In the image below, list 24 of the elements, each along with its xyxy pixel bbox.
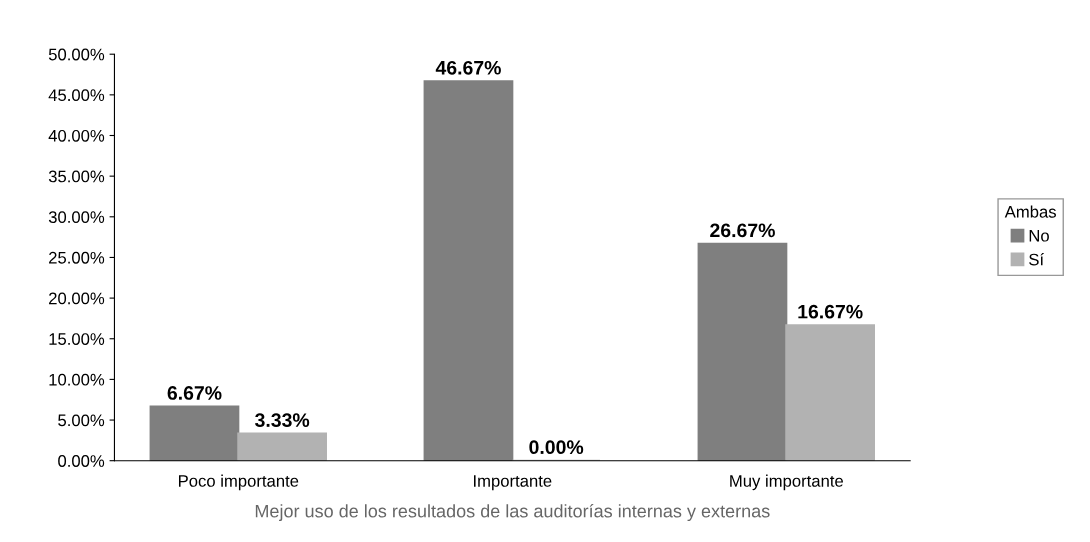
y-tick-label: 40.00%: [48, 129, 105, 142]
y-tick-label: 45.00%: [48, 89, 105, 102]
y-tick-label: 10.00%: [49, 373, 105, 386]
y-tick-label: 25.00%: [49, 251, 105, 264]
data-label: 26.67%: [710, 223, 775, 238]
y-tick-label: 20.00%: [49, 292, 105, 305]
legend-title: Ambas: [1004, 205, 1056, 218]
legend-label: Sí: [1029, 253, 1045, 266]
y-tick-label: 15.00%: [49, 333, 105, 345]
data-label: 16.67%: [798, 304, 863, 319]
y-tick-label: 50.00%: [48, 48, 105, 61]
legend-label: No: [1029, 229, 1049, 242]
data-label: 3.33%: [255, 413, 310, 428]
x-axis-title: Mejor uso de los resultados de las auditorías internas y externas: [255, 504, 770, 522]
x-tick-label: Muy importante: [730, 474, 843, 491]
data-label: 0.00%: [529, 440, 584, 455]
x-tick-label: Poco importante: [178, 474, 299, 491]
y-tick-label: 5.00%: [58, 414, 105, 427]
y-tick-label: 0.00%: [58, 455, 105, 467]
y-tick-label: 35.00%: [48, 170, 105, 183]
x-tick-label: Importante: [474, 475, 552, 491]
y-tick-label: 30.00%: [48, 211, 105, 223]
data-label: 46.67%: [435, 60, 501, 75]
data-label: 6.67%: [167, 386, 222, 400]
